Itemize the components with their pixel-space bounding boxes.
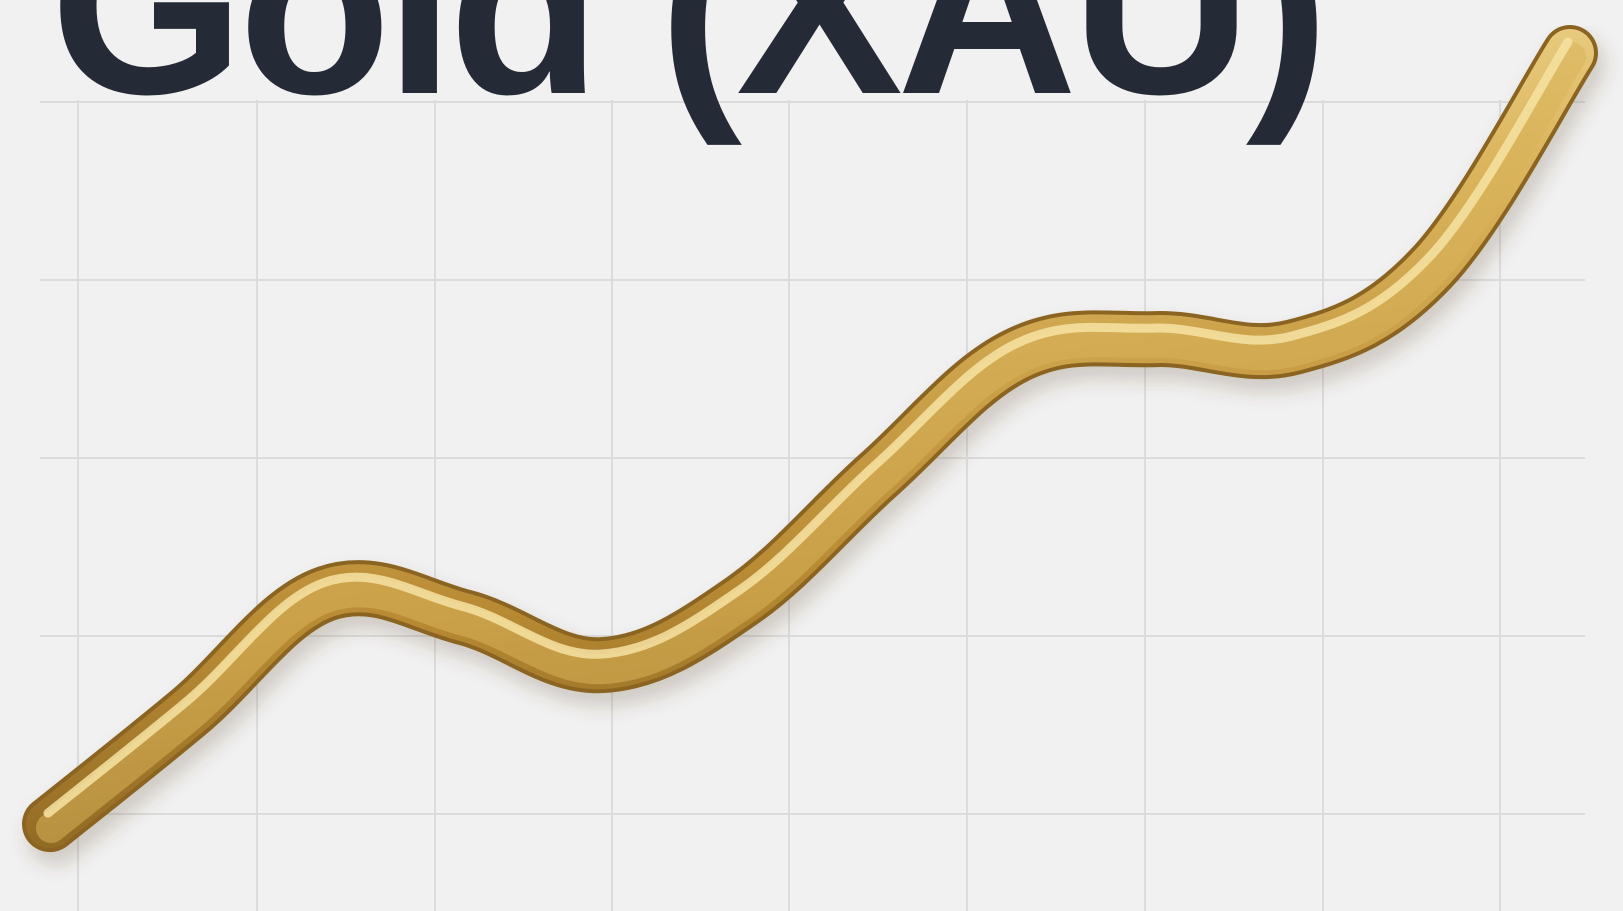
series-line-highlight xyxy=(43,37,1573,818)
series-line-core xyxy=(36,42,1586,844)
series-line-shadow xyxy=(27,36,1605,866)
chart-title: Gold (XAU) xyxy=(50,0,1329,146)
grid-lines xyxy=(40,100,1585,911)
series-line-outline xyxy=(22,25,1598,853)
series-line xyxy=(26,29,1594,849)
series-line-group xyxy=(22,25,1605,866)
